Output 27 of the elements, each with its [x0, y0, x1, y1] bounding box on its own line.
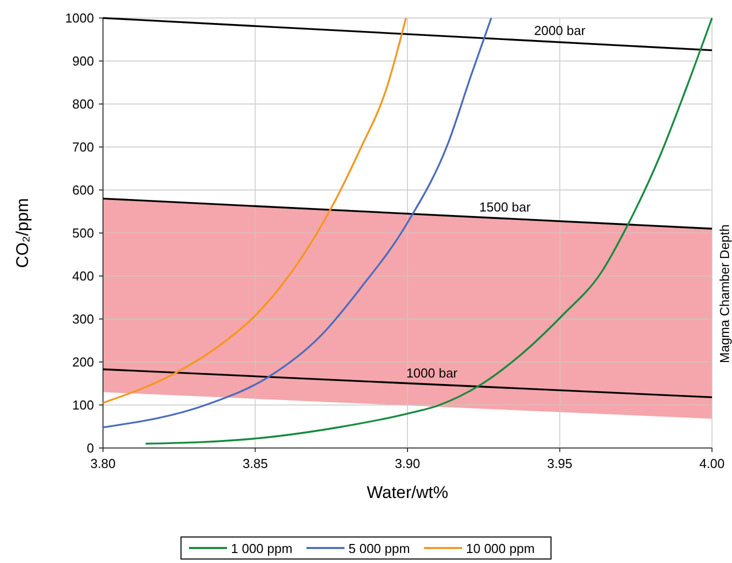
y-tick-label: 100 [72, 398, 94, 412]
y-tick-label: 0 [86, 440, 94, 456]
y-tick-label: 300 [72, 312, 94, 326]
annotation: 1500 bar [479, 199, 532, 214]
legend-label: 1 000 ppm [231, 541, 292, 556]
x-tick-label: 3.95 [547, 456, 572, 471]
line-series [102, 17, 407, 404]
line-series [144, 17, 713, 445]
x-tick-label: 3.90 [394, 456, 420, 471]
y-tick-label: 200 [72, 354, 94, 370]
y-tick-label: 600 [72, 182, 94, 198]
y-tick-label: 400 [72, 268, 94, 284]
legend-label: 5 000 ppm [348, 541, 410, 556]
y-tick-label: 900 [72, 54, 94, 68]
x-tick-label: 3.80 [90, 456, 116, 471]
text: Magma Chamber Depth [717, 224, 732, 364]
x-tick-label: 4.00 [699, 456, 725, 471]
y-tick-label: 1000 [65, 10, 94, 26]
y-tick-label: 500 [72, 226, 94, 240]
annotation: 1000 bar [406, 365, 458, 380]
legend-label: 10 000 ppm [466, 541, 535, 556]
y-tick-label: 800 [72, 96, 94, 112]
x-axis-title: Water/wt% [366, 483, 448, 502]
y-tick-label: 700 [72, 140, 94, 154]
x-tick-label: 3.85 [242, 456, 268, 471]
y-axis-title: CO₂/ppm [13, 198, 32, 268]
annotation: 2000 bar [534, 23, 586, 38]
